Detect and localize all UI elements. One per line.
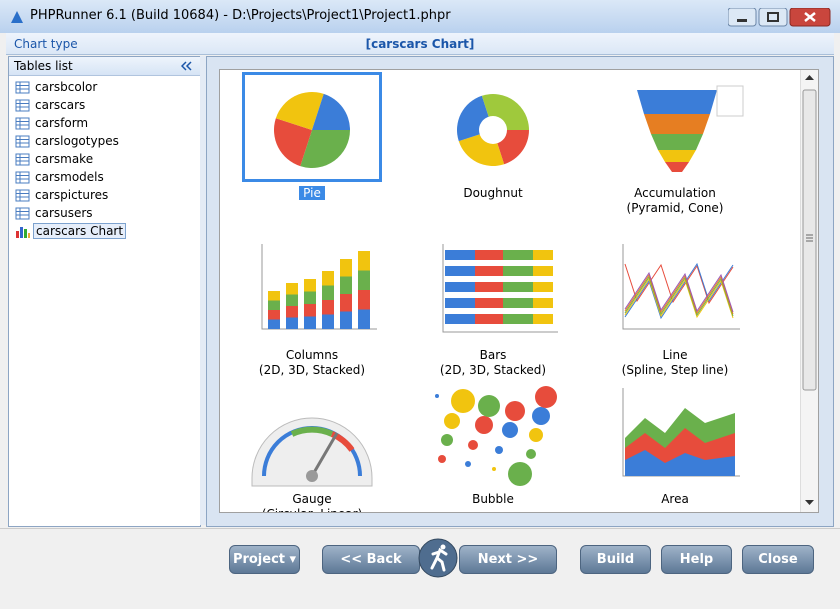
chart-thumbnail	[457, 94, 529, 166]
button[interactable]: << Back	[322, 545, 420, 574]
chart-type-caption: Pie	[222, 186, 402, 201]
caption-line: Bubble	[472, 492, 514, 506]
splitter[interactable]	[200, 56, 206, 525]
chart-type-caption: Bubble	[403, 492, 583, 507]
table-name: carscars Chart	[33, 223, 127, 239]
chart-thumbnail	[242, 72, 382, 182]
chart-thumbnail	[251, 417, 373, 487]
table-name: carsmodels	[35, 170, 104, 184]
chart-type[interactable]: Line (Spline, Step line)	[585, 234, 765, 378]
chart-type-panel: Pie Doughnut Accumulation (Pyramid, Cone) Co…	[206, 56, 834, 527]
table-item[interactable]: carslogotypes	[13, 133, 197, 150]
panel-title: Tables list	[14, 59, 73, 73]
tables-panel: Tables list carsbcolor carscars carsform ca…	[8, 56, 201, 527]
caption-line: (Pyramid, Cone)	[626, 201, 724, 215]
chart-type-caption: Doughnut	[403, 186, 583, 201]
caption-line: Bars	[479, 348, 507, 362]
table-name: carsbcolor	[35, 80, 98, 94]
button[interactable]: Project ▾	[229, 545, 300, 574]
caption-line: (2D, 3D, Stacked)	[258, 363, 366, 377]
table-icon	[15, 153, 30, 166]
table-name: carsusers	[35, 206, 93, 220]
table-item[interactable]: carspictures	[13, 187, 197, 204]
chart-type[interactable]: Gauge(Circular, Linear)	[222, 378, 402, 512]
chart-thumbnail	[637, 85, 744, 172]
header-title: [carscars Chart]	[365, 37, 475, 51]
title-bar: PHPRunner 6.1 (Build 10684) - D:\Project…	[0, 0, 840, 33]
table-name: carscars	[35, 98, 86, 112]
table-name: carsmake	[35, 152, 94, 166]
scrollbar[interactable]	[800, 70, 818, 512]
caption-line: Columns	[285, 348, 339, 362]
button[interactable]: Close	[742, 545, 814, 574]
table-item[interactable]: carscars	[13, 97, 197, 114]
button-bar	[0, 528, 840, 609]
button[interactable]: Help	[661, 545, 732, 574]
table-icon	[15, 117, 30, 130]
table-item[interactable]: carscars Chart	[13, 223, 197, 240]
table-icon	[15, 171, 30, 184]
run-icon	[418, 538, 458, 578]
caption-line: Line	[662, 348, 688, 362]
chart-thumbnail	[622, 244, 740, 330]
chart-type-caption: Line (Spline, Step line)	[585, 348, 765, 378]
chart-type-caption: Gauge(Circular, Linear)	[222, 492, 402, 512]
panel-header: Tables list	[9, 57, 200, 76]
chart-thumbnail	[442, 244, 558, 333]
table-name: carspictures	[35, 188, 109, 202]
chart-type-caption: Area	[585, 492, 765, 507]
table-item[interactable]: carsmake	[13, 151, 197, 168]
table-icon	[16, 227, 30, 238]
header: Chart type [carscars Chart]	[6, 33, 834, 55]
table-item[interactable]: carsbcolor	[13, 79, 197, 96]
caption-line: Area	[661, 492, 689, 506]
table-icon	[15, 135, 30, 148]
button[interactable]: Build	[580, 545, 651, 574]
chart-type[interactable]: Accumulation (Pyramid, Cone)	[585, 72, 765, 216]
table-name: carsform	[35, 116, 89, 130]
table-item[interactable]: carsmodels	[13, 169, 197, 186]
table-item[interactable]: carsform	[13, 115, 197, 132]
chart-thumbnail	[261, 244, 377, 330]
table-icon	[15, 81, 30, 94]
chart-type[interactable]: Bubble	[403, 378, 583, 507]
table-icon	[15, 207, 30, 220]
table-icon	[15, 99, 30, 112]
caption-line: Accumulation	[634, 186, 716, 200]
chart-gallery: Pie Doughnut Accumulation (Pyramid, Cone) Co…	[219, 69, 819, 513]
window-controls[interactable]	[728, 8, 832, 28]
collapse-button[interactable]	[181, 61, 193, 71]
table-icon	[15, 189, 30, 202]
caption-line: Doughnut	[463, 186, 523, 200]
chart-type[interactable]: Columns (2D, 3D, Stacked)	[222, 234, 402, 378]
app-icon	[11, 11, 23, 23]
chart-type-caption: Columns (2D, 3D, Stacked)	[222, 348, 402, 378]
chart-type[interactable]: Doughnut	[403, 72, 583, 201]
header-label: Chart type	[14, 37, 78, 51]
caption-line: (Circular, Linear)	[262, 507, 363, 512]
caption-line: (2D, 3D, Stacked)	[439, 363, 547, 377]
chart-type[interactable]: Bars (2D, 3D, Stacked)	[403, 234, 583, 378]
table-item[interactable]: carsusers	[13, 205, 197, 222]
chart-type-caption: Accumulation (Pyramid, Cone)	[585, 186, 765, 216]
button[interactable]: Next >>	[459, 545, 557, 574]
chart-type[interactable]: Area	[585, 378, 765, 507]
chart-type[interactable]: Pie	[222, 72, 402, 201]
caption-line: Gauge	[292, 492, 332, 506]
caption-line: (Spline, Step line)	[621, 363, 729, 377]
chart-type-caption: Bars (2D, 3D, Stacked)	[403, 348, 583, 378]
table-name: carslogotypes	[35, 134, 119, 148]
chart-thumbnail	[435, 386, 557, 486]
caption-line: Pie	[299, 186, 325, 200]
window-title: PHPRunner 6.1 (Build 10684) - D:\Project…	[30, 8, 451, 23]
chart-thumbnail	[622, 388, 740, 477]
